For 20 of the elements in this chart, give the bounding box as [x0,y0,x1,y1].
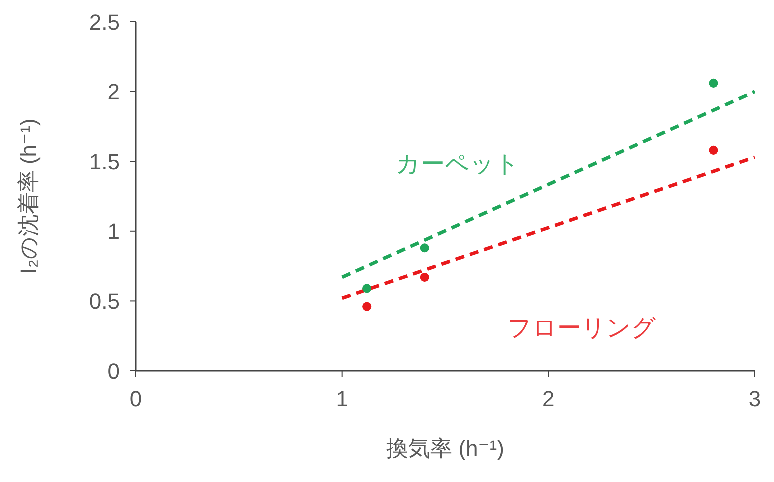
text: カーペット [396,150,520,180]
y-tick-label: 1.5 [89,149,120,174]
x-tick-label: 1 [336,386,348,412]
x-tick-label: 2 [542,386,555,412]
point [420,244,430,253]
point [709,78,718,88]
point [362,302,372,312]
y-tick-label: 1 [108,219,120,244]
y-tick-label: 2 [108,80,120,105]
x-tick-label: 0 [130,386,142,412]
point [709,146,718,155]
point [362,284,372,294]
y-tick-label: 0 [108,358,120,384]
x-tick-label: 3 [748,386,762,412]
x-axis-title: 換気率 (h⁻¹) [386,436,504,461]
text: フローリング [507,314,656,344]
point [420,272,430,282]
y-axis-title: I₂の沈着率 (h⁻¹) [16,118,41,274]
y-tick-label: 2.5 [89,10,120,35]
y-tick-label: 0.5 [89,289,120,314]
